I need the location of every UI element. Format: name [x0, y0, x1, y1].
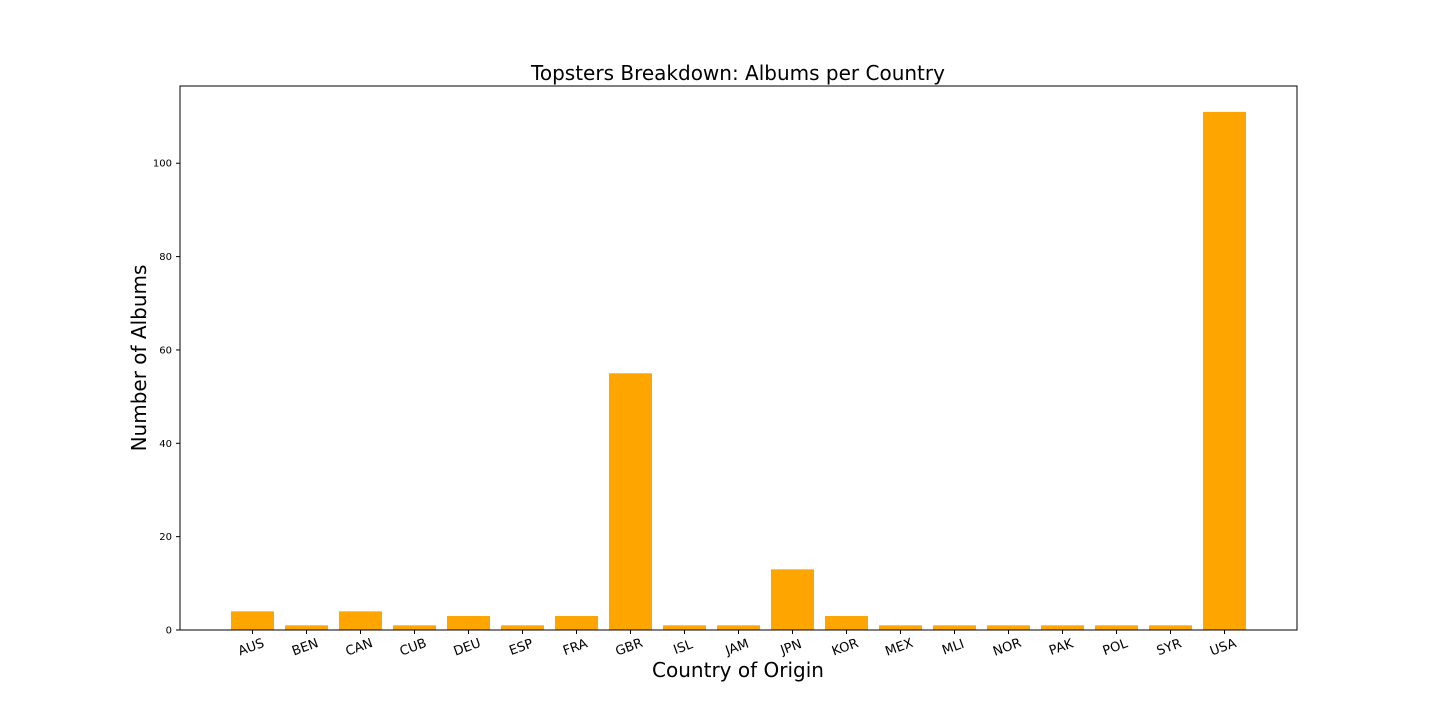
x-tick-label: JAM [723, 637, 751, 660]
bar-pak [1041, 625, 1084, 630]
x-axis-label: Country of Origin [652, 658, 824, 682]
x-tick-label: BEN [290, 636, 320, 659]
bar-jpn [771, 569, 814, 630]
x-tick-label: MEX [883, 636, 915, 660]
bar-fra [555, 615, 598, 630]
y-tick-label: 60 [159, 345, 172, 356]
y-tick-label: 100 [153, 159, 172, 170]
bar-syr [1149, 625, 1192, 630]
bar-jam [717, 625, 760, 630]
x-tick-label: SYR [1155, 636, 1184, 659]
bar-nor [987, 625, 1030, 630]
x-tick-label: GBR [614, 636, 645, 660]
bars-group [231, 111, 1246, 630]
bar-gbr [609, 373, 652, 630]
bar-cub [393, 625, 436, 630]
x-tick-label: KOR [830, 636, 861, 659]
y-tick-label: 80 [159, 252, 172, 263]
x-tick-label: NOR [991, 636, 1023, 660]
bar-can [339, 611, 382, 630]
x-tick-label: CAN [344, 636, 375, 660]
x-tick-label: JPN [778, 637, 804, 659]
bar-aus [231, 611, 274, 630]
y-axis: 0 20 40 60 80 100 [153, 159, 180, 637]
x-tick-label: PAK [1047, 636, 1076, 659]
x-axis: AUS BEN CAN CUB DEU ESP FRA GBR ISL JAM JPN KOR MEX M… [236, 630, 1239, 660]
x-tick-label: FRA [561, 636, 590, 659]
y-tick-label: 20 [159, 532, 172, 543]
x-tick-label: MLI [940, 637, 966, 659]
bar-esp [501, 625, 544, 630]
y-axis-label: Number of Albums [127, 265, 151, 452]
bar-usa [1203, 111, 1246, 630]
x-tick-label: USA [1208, 636, 1239, 659]
x-tick-label: POL [1101, 636, 1131, 659]
bar-deu [447, 615, 490, 630]
bar-kor [825, 615, 868, 630]
x-tick-label: CUB [398, 636, 429, 660]
y-tick-label: 40 [159, 439, 172, 450]
bar-mli [933, 625, 976, 630]
bar-ben [285, 625, 328, 630]
x-tick-label: AUS [236, 636, 266, 659]
x-tick-label: DEU [452, 636, 483, 660]
x-tick-label: ESP [507, 636, 535, 658]
plot-frame [179, 85, 1298, 631]
bar-isl [663, 625, 706, 630]
bar-pol [1095, 625, 1138, 630]
y-tick-label: 0 [166, 626, 172, 637]
chart-title: Topsters Breakdown: Albums per Country [530, 61, 945, 85]
bar-mex [879, 625, 922, 630]
x-tick-label: ISL [672, 637, 696, 658]
